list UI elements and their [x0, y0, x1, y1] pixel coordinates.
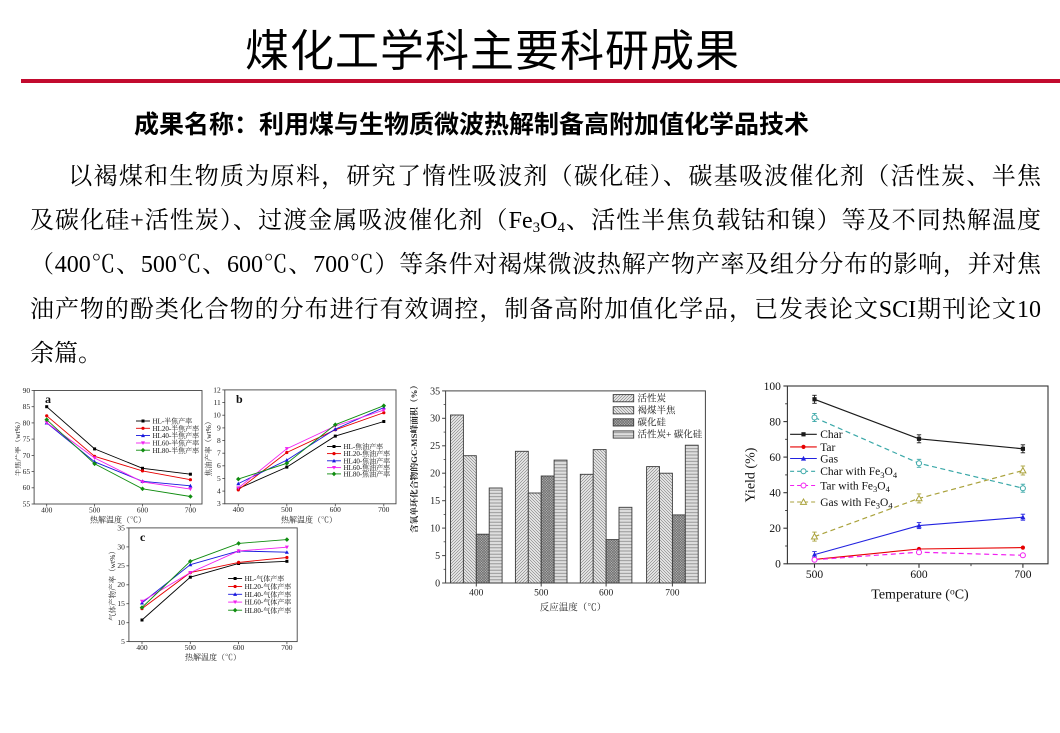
- svg-text:30: 30: [430, 414, 440, 425]
- svg-text:500: 500: [185, 643, 197, 652]
- svg-text:Char: Char: [820, 429, 843, 441]
- svg-text:Tar with Fe3O4: Tar with Fe3O4: [820, 480, 890, 494]
- svg-text:20: 20: [117, 580, 125, 589]
- svg-text:80: 80: [23, 418, 31, 427]
- svg-text:700: 700: [185, 505, 197, 514]
- svg-text:0: 0: [775, 559, 781, 571]
- svg-text:90: 90: [23, 386, 31, 395]
- svg-text:5: 5: [435, 551, 440, 562]
- svg-text:10: 10: [117, 618, 125, 627]
- svg-text:40: 40: [769, 488, 781, 500]
- svg-text:65: 65: [23, 467, 31, 476]
- svg-text:400: 400: [136, 643, 148, 652]
- svg-text:Char with Fe3O4: Char with Fe3O4: [820, 466, 898, 480]
- svg-text:HL40-焦油产率: HL40-焦油产率: [344, 456, 391, 465]
- svg-text:500: 500: [534, 589, 549, 599]
- svg-text:4: 4: [217, 487, 221, 496]
- svg-text:Gas with Fe3O4: Gas with Fe3O4: [820, 497, 893, 511]
- svg-text:5: 5: [121, 637, 125, 646]
- svg-text:500: 500: [806, 569, 824, 581]
- svg-text:70: 70: [23, 451, 31, 460]
- svg-text:6: 6: [217, 461, 221, 470]
- svg-text:75: 75: [23, 435, 31, 444]
- svg-text:反应温度（℃）: 反应温度（℃）: [540, 602, 607, 614]
- svg-text:600: 600: [137, 505, 149, 514]
- svg-text:碳化硅: 碳化硅: [638, 417, 667, 429]
- svg-text:35: 35: [430, 386, 440, 397]
- svg-text:400: 400: [41, 505, 53, 514]
- svg-text:HL40-半焦产率: HL40-半焦产率: [153, 431, 200, 440]
- svg-text:含氧单环化合物的GC-MS峰面积（%）: 含氧单环化合物的GC-MS峰面积（%）: [410, 383, 419, 533]
- svg-text:15: 15: [430, 496, 440, 507]
- svg-text:活性炭: 活性炭: [638, 392, 667, 404]
- svg-text:25: 25: [430, 441, 440, 452]
- svg-text:活性炭+ 碳化硅: 活性炭+ 碳化硅: [638, 429, 703, 441]
- svg-text:Temperature (oC): Temperature (oC): [871, 588, 969, 603]
- svg-text:500: 500: [281, 505, 293, 514]
- svg-text:半焦产率（wt%）: 半焦产率（wt%）: [15, 418, 22, 477]
- svg-text:热解温度（℃）: 热解温度（℃）: [185, 652, 241, 662]
- svg-text:700: 700: [281, 643, 293, 652]
- svg-text:85: 85: [23, 402, 31, 411]
- svg-text:5: 5: [217, 474, 221, 483]
- svg-text:700: 700: [1014, 569, 1032, 581]
- svg-text:HL-气体产率: HL-气体产率: [245, 574, 285, 583]
- svg-text:热解温度（℃）: 热解温度（℃）: [281, 514, 337, 524]
- svg-text:HL60-气体产率: HL60-气体产率: [245, 598, 292, 607]
- svg-text:10: 10: [213, 411, 221, 420]
- svg-text:100: 100: [764, 381, 782, 393]
- svg-text:HL80-半焦产率: HL80-半焦产率: [153, 446, 200, 455]
- svg-text:8: 8: [217, 436, 221, 445]
- svg-text:b: b: [236, 392, 243, 406]
- svg-text:20: 20: [430, 469, 440, 480]
- svg-text:HL80-气体产率: HL80-气体产率: [245, 606, 292, 615]
- svg-text:HL80-焦油产率: HL80-焦油产率: [344, 470, 391, 479]
- svg-text:热解温度（℃）: 热解温度（℃）: [90, 514, 146, 524]
- svg-text:400: 400: [469, 589, 484, 599]
- svg-text:60: 60: [23, 483, 31, 492]
- svg-text:15: 15: [117, 599, 125, 608]
- svg-text:HL-半焦产率: HL-半焦产率: [153, 417, 193, 426]
- svg-text:80: 80: [769, 416, 781, 428]
- svg-text:焦油产率（wt%）: 焦油产率（wt%）: [203, 418, 213, 477]
- svg-text:600: 600: [910, 569, 928, 581]
- svg-text:褐煤半焦: 褐煤半焦: [638, 405, 677, 417]
- svg-text:HL60-焦油产率: HL60-焦油产率: [344, 463, 391, 472]
- svg-text:700: 700: [378, 505, 390, 514]
- svg-text:500: 500: [89, 505, 101, 514]
- svg-text:a: a: [45, 392, 51, 406]
- svg-text:HL40-气体产率: HL40-气体产率: [245, 590, 292, 599]
- svg-text:HL20-焦油产率: HL20-焦油产率: [344, 449, 391, 458]
- svg-text:Tar: Tar: [820, 442, 835, 454]
- svg-text:35: 35: [117, 523, 125, 532]
- svg-text:12: 12: [213, 385, 221, 394]
- svg-text:20: 20: [769, 523, 781, 535]
- svg-text:60: 60: [769, 452, 781, 464]
- svg-text:HL-焦油产率: HL-焦油产率: [344, 442, 384, 451]
- svg-text:HL20-气体产率: HL20-气体产率: [245, 582, 292, 591]
- svg-text:600: 600: [599, 589, 614, 599]
- svg-text:HL20-半焦产率: HL20-半焦产率: [153, 424, 200, 433]
- svg-text:30: 30: [117, 542, 125, 551]
- svg-text:9: 9: [217, 423, 221, 432]
- svg-text:Yield (%): Yield (%): [745, 447, 759, 502]
- svg-text:11: 11: [214, 398, 221, 407]
- svg-text:HL60-半焦产率: HL60-半焦产率: [153, 439, 200, 448]
- svg-text:气体产物产率（wt%）: 气体产物产率（wt%）: [107, 547, 117, 621]
- svg-text:600: 600: [330, 505, 342, 514]
- svg-text:600: 600: [233, 643, 245, 652]
- svg-text:Gas: Gas: [820, 453, 838, 465]
- svg-text:c: c: [140, 530, 146, 544]
- svg-text:3: 3: [217, 499, 221, 508]
- svg-text:400: 400: [233, 505, 245, 514]
- svg-text:55: 55: [23, 499, 31, 508]
- svg-text:700: 700: [665, 589, 680, 599]
- svg-text:25: 25: [117, 561, 125, 570]
- svg-text:7: 7: [217, 449, 221, 458]
- svg-text:0: 0: [435, 578, 440, 589]
- svg-text:10: 10: [430, 524, 440, 535]
